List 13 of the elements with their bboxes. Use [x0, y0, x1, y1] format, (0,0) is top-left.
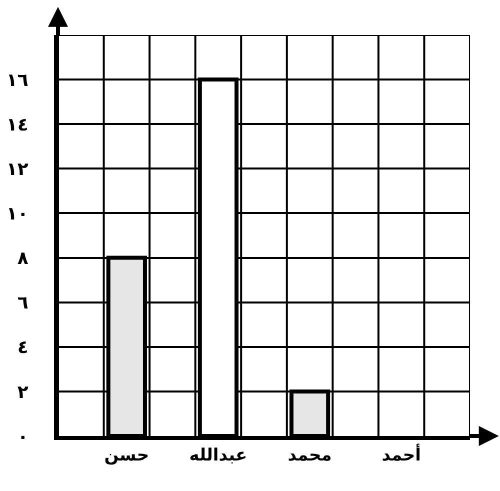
- x-tick-label: حسن: [104, 445, 150, 466]
- y-tick-label: ١٤: [6, 114, 28, 136]
- x-tick-label: عبدالله: [189, 445, 248, 466]
- y-tick-label: ٦: [17, 292, 28, 314]
- y-tick-label: ٢: [17, 382, 28, 403]
- y-tick-label: ٤: [17, 337, 28, 358]
- x-tick-label: محمد: [288, 445, 332, 466]
- y-tick-label: ٨: [17, 248, 28, 270]
- y-tick-label: ٠: [17, 426, 28, 448]
- y-tick-label: ١٢: [6, 158, 28, 180]
- y-tick-label: ١٦: [6, 70, 28, 91]
- x-tick-label: أحمد: [382, 443, 421, 466]
- y-tick-label: ١٠: [6, 204, 28, 225]
